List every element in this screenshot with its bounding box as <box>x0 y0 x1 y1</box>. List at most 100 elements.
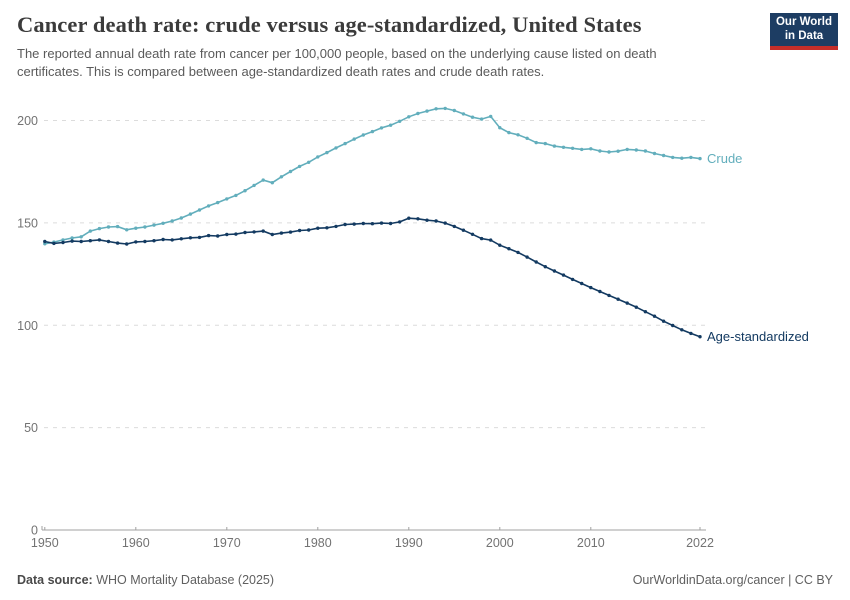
crude-marker <box>543 141 547 146</box>
age-standardized-marker <box>525 255 529 259</box>
age-standardized-marker <box>580 281 584 286</box>
age-standardized-marker <box>152 239 156 243</box>
y-tick-label: 200 <box>17 114 38 128</box>
age-standardized-marker <box>507 247 511 251</box>
crude-marker <box>252 183 256 188</box>
crude-marker <box>325 150 329 155</box>
crude-marker <box>125 228 129 232</box>
crude-marker <box>434 107 438 111</box>
age-standardized-marker <box>370 222 375 226</box>
age-standardized-marker <box>279 231 284 235</box>
crude-marker <box>689 155 693 160</box>
age-standardized-marker <box>534 260 538 264</box>
page-title: Cancer death rate: crude versus age-stan… <box>17 12 642 37</box>
line-chart[interactable]: 0 50 100 150 200 1950 1960 1970 1980 1990 2000 2010… <box>0 95 850 575</box>
x-tick-label: 1980 <box>304 536 332 550</box>
y-tick-label: 150 <box>17 216 38 230</box>
crude-marker <box>388 123 393 127</box>
crude-marker <box>379 126 384 130</box>
age-standardized-line <box>44 217 701 338</box>
owid-logo-line2: in Data <box>784 29 824 42</box>
crude-marker <box>598 149 602 153</box>
crude-end-label: Crude <box>707 151 742 166</box>
age-standardized-marker <box>561 273 566 277</box>
crude-marker <box>270 181 274 185</box>
age-standardized-marker <box>234 232 238 236</box>
data-source-value: WHO Mortality Database (2025) <box>92 573 275 587</box>
age-standardized-marker <box>106 239 111 244</box>
y-tick-label: 0 <box>31 524 38 538</box>
age-standardized-marker <box>325 226 329 230</box>
crude-marker <box>671 155 675 160</box>
crude-marker <box>134 226 138 230</box>
crude-marker <box>443 106 447 111</box>
age-standardized-marker <box>52 241 56 246</box>
age-standardized-marker <box>206 233 211 238</box>
age-standardized-marker <box>379 221 384 225</box>
page-subtitle: The reported annual death rate from canc… <box>17 45 657 80</box>
crude-marker <box>525 136 529 140</box>
age-standardized-marker <box>252 230 256 234</box>
crude-marker <box>170 219 174 223</box>
age-standardized-marker <box>79 239 83 244</box>
age-standardized-marker <box>97 238 102 242</box>
crude-marker <box>97 226 102 231</box>
crude-marker <box>206 204 211 208</box>
age-standardized-marker <box>361 221 365 226</box>
chart-header: Cancer death rate: crude versus age-stan… <box>17 12 755 81</box>
crude-marker <box>288 169 293 174</box>
age-standardized-marker <box>470 232 475 236</box>
crude-marker <box>507 130 511 135</box>
age-standardized-marker <box>634 305 638 309</box>
x-tick-label: 2010 <box>577 536 605 550</box>
y-tick-label: 100 <box>17 319 38 333</box>
crude-marker <box>498 126 502 130</box>
x-tick-label: 1990 <box>395 536 423 550</box>
age-standardized-marker <box>434 219 438 223</box>
chart-footer: Data source: WHO Mortality Database (202… <box>17 573 833 587</box>
x-tick-label: 2000 <box>486 536 514 550</box>
age-standardized-marker <box>70 239 74 243</box>
age-standardized-marker <box>552 269 557 273</box>
age-standardized-marker <box>125 242 129 246</box>
crude-marker <box>279 175 284 179</box>
age-standardized-marker <box>388 221 393 226</box>
age-standardized-marker <box>598 289 602 294</box>
age-standardized-marker <box>243 230 247 235</box>
crude-marker <box>307 160 311 164</box>
age-standardized-marker <box>489 238 493 242</box>
crude-series: Crude <box>43 106 742 246</box>
age-standardized-marker <box>589 285 593 290</box>
x-tick-label: 2022 <box>686 536 714 550</box>
age-standardized-marker <box>61 240 65 245</box>
owid-logo-line1: Our World <box>775 15 832 28</box>
crude-marker <box>261 178 265 182</box>
age-standardized-marker <box>352 222 356 226</box>
crude-marker <box>661 153 666 158</box>
y-tick-label: 50 <box>24 421 38 435</box>
crude-marker <box>79 235 83 239</box>
age-standardized-marker <box>661 319 666 323</box>
age-standardized-marker <box>161 237 165 242</box>
crude-marker <box>143 225 147 229</box>
crude-marker <box>416 111 420 116</box>
age-standardized-marker <box>297 228 302 233</box>
crude-marker <box>161 221 165 225</box>
data-source-label: Data source: <box>17 573 93 587</box>
x-tick-label: 1970 <box>213 536 241 550</box>
age-standardized-marker <box>671 323 675 328</box>
crude-marker <box>479 117 484 121</box>
age-standardized-marker <box>570 277 575 282</box>
crude-marker <box>243 189 247 193</box>
crude-marker <box>352 137 356 141</box>
age-standardized-marker <box>334 224 338 229</box>
crude-marker <box>616 149 620 153</box>
age-standardized-marker <box>307 228 311 232</box>
age-standardized-marker <box>652 314 657 318</box>
crude-marker <box>234 193 238 198</box>
crude-marker <box>361 133 365 137</box>
age-standardized-marker <box>143 239 147 244</box>
x-tick-label: 1950 <box>31 536 59 550</box>
age-standardized-marker <box>398 220 402 224</box>
